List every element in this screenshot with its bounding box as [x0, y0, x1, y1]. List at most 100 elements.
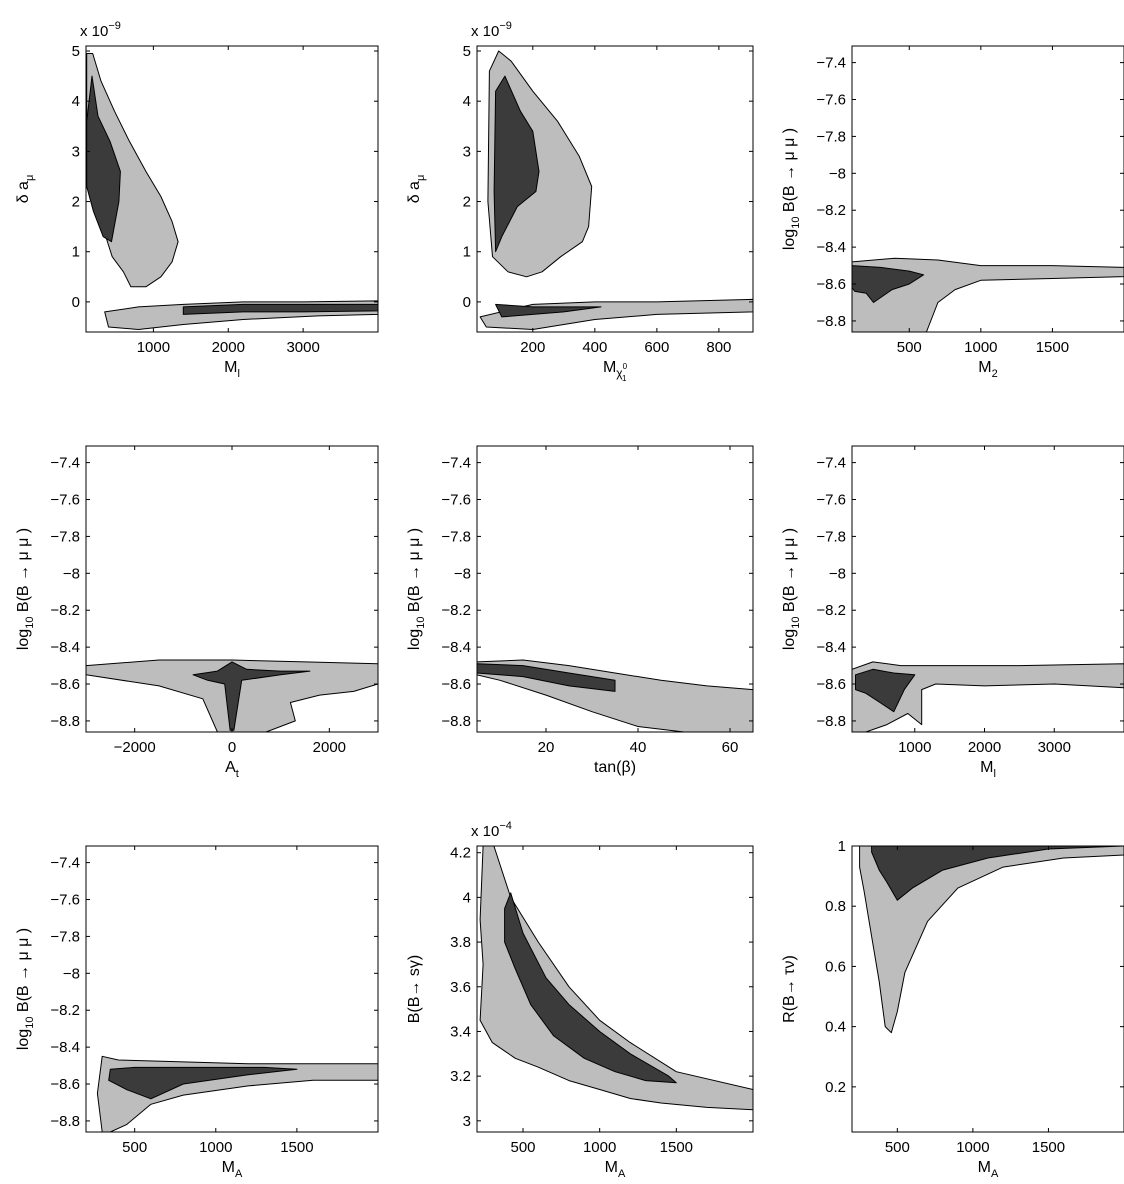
outer-region-0: [479, 846, 753, 1111]
x-tick-label: 200: [520, 339, 545, 356]
y-tick-label: −7.4: [441, 455, 471, 472]
y-tick-label: 0.4: [825, 1019, 846, 1036]
y-axis-label: B(B→ sγ): [406, 955, 423, 1023]
contour-regions: [479, 846, 753, 1111]
panel-6-logBmumu-vs-Ml: 1000 2000 3000 −7.4 −7.6 −7.8 −8 −8.2 −8.4 −8.6 −8…: [781, 445, 1124, 780]
x-axis-label: Ml: [980, 759, 996, 780]
x-tick-label: 1500: [1036, 339, 1069, 356]
x-tick-label: 400: [582, 339, 607, 356]
axes-frame: [476, 445, 754, 733]
y-tick-label: −7.4: [816, 455, 846, 472]
x-tick-label: 600: [644, 339, 669, 356]
x-tick-label: 1000: [137, 339, 170, 356]
y-tick-label: −8.8: [441, 713, 471, 730]
y-tick-label: −7.8: [816, 528, 846, 545]
y-tick-label: −8.4: [441, 639, 471, 656]
inner-region-3: [495, 303, 602, 318]
y-tick-label: −8.8: [816, 713, 846, 730]
contour-regions: [477, 659, 753, 732]
y-tick-label: −8.2: [441, 602, 471, 619]
y-tick-label: −8.4: [50, 1039, 80, 1056]
y-axis-label: log10 B(B → μ μ ): [15, 528, 36, 650]
y-tick-label: 4: [463, 889, 471, 906]
axes-frame: [85, 45, 379, 333]
x-tick-label: 1000: [199, 1139, 232, 1156]
inner-region-2: [86, 75, 121, 243]
y-tick-label: 0: [463, 294, 471, 311]
y-tick-label: 3.4: [450, 1023, 471, 1040]
y-axis-label: R(B→ τν): [781, 955, 798, 1023]
y-tick-label: 3: [463, 1113, 471, 1130]
y-tick-label: −8.4: [816, 239, 846, 256]
y-tick-label: 1: [463, 244, 471, 261]
x-tick-label: 800: [706, 339, 731, 356]
panel-8-Bsgamma-vs-MA: 500 1000 1500 3 3.2 3.4 3.6 3.8 4 4.2x 10−4 MA B(B→…: [406, 820, 754, 1180]
x-tick-label: 1500: [1032, 1139, 1065, 1156]
y-tick-label: 4: [463, 93, 471, 110]
y-tick-label: −8.4: [50, 639, 80, 656]
axes-frame: [851, 45, 1124, 333]
contour-regions: [479, 50, 753, 330]
inner-region-3: [182, 303, 378, 315]
inner-region-1: [108, 1066, 298, 1100]
y-tick-label: 5: [463, 43, 471, 60]
x-tick-label: 20: [538, 739, 555, 756]
y-tick-label: −7.6: [441, 492, 471, 509]
x-tick-label: 1500: [280, 1139, 313, 1156]
inner-region-1: [477, 663, 616, 692]
y-tick-label: −8.6: [50, 676, 80, 693]
x-tick-label: 2000: [313, 739, 346, 756]
x-tick-label: 1000: [898, 739, 931, 756]
y-tick-label: −8.8: [50, 713, 80, 730]
y-tick-label: −7.4: [816, 55, 846, 72]
y-axis-label: δ aμ: [15, 175, 36, 204]
x-tick-label: 500: [885, 1139, 910, 1156]
inner-region-1: [855, 668, 916, 713]
x-axis-label: Ml: [224, 359, 240, 380]
panel-5-logBmumu-vs-tanbeta: 20 40 60 −7.4 −7.6 −7.8 −8 −8.2 −8.4 −8.6 −8.8 tan(…: [406, 445, 754, 776]
inner-region-1: [852, 265, 925, 303]
contour-regions: [852, 257, 1124, 332]
axes-frame: [476, 45, 754, 333]
y-tick-label: 3: [463, 143, 471, 160]
y-tick-label: −8.6: [816, 676, 846, 693]
x-tick-label: 1500: [660, 1139, 693, 1156]
x-tick-label: 1000: [964, 339, 997, 356]
outer-region-0: [852, 661, 1124, 732]
x-tick-label: 1000: [583, 1139, 616, 1156]
y-tick-label: 0.8: [825, 898, 846, 915]
x-tick-label: 0: [228, 739, 236, 756]
y-tick-label: −7.8: [50, 528, 80, 545]
x-tick-label: 3000: [1038, 739, 1071, 756]
outer-region-0: [859, 846, 1124, 1034]
contour-regions: [859, 846, 1124, 1034]
y-tick-label: −7.4: [50, 455, 80, 472]
y-scale-note: x 10−9: [80, 20, 121, 40]
y-tick-label: −8: [63, 965, 80, 982]
y-tick-label: −7.8: [816, 128, 846, 145]
y-scale-note: x 10−9: [471, 20, 512, 40]
y-tick-label: −7.8: [441, 528, 471, 545]
inner-region-1: [192, 661, 311, 731]
y-tick-label: −7.4: [50, 855, 80, 872]
x-tick-label: 3000: [286, 339, 319, 356]
x-tick-label: 60: [722, 739, 739, 756]
y-tick-label: 0.2: [825, 1079, 846, 1096]
y-tick-label: 0: [72, 294, 80, 311]
x-tick-label: 500: [510, 1139, 535, 1156]
y-tick-label: −7.6: [816, 92, 846, 109]
panel-4-logBmumu-vs-At: −2000 0 2000 −7.4 −7.6 −7.8 −8 −8.2 −8.4 −8.6 −8.8…: [15, 445, 379, 780]
x-axis-label: tan(β): [594, 759, 636, 776]
x-tick-label: −2000: [114, 739, 156, 756]
y-tick-label: −8.2: [50, 602, 80, 619]
x-tick-label: 500: [122, 1139, 147, 1156]
axes-frame: [476, 845, 754, 1133]
y-tick-label: −8.8: [816, 313, 846, 330]
x-tick-label: 40: [630, 739, 647, 756]
y-axis-label: log10 B(B → μ μ ): [781, 528, 802, 650]
x-axis-label: At: [225, 759, 239, 780]
x-tick-label: 2000: [968, 739, 1001, 756]
y-tick-label: 4: [72, 93, 80, 110]
y-tick-label: −8.6: [816, 276, 846, 293]
axes-frame: [85, 845, 379, 1133]
